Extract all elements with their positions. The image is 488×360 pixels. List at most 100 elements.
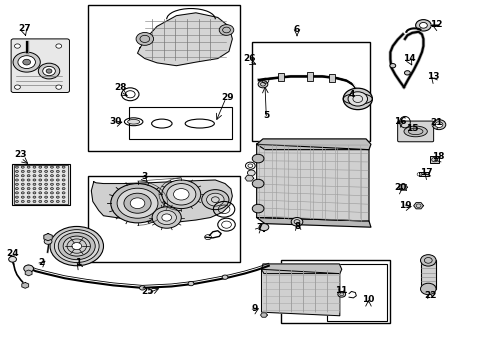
Text: 14: 14 [403, 54, 415, 63]
Circle shape [56, 85, 61, 89]
Circle shape [44, 170, 47, 172]
Circle shape [13, 52, 40, 72]
Circle shape [39, 175, 41, 177]
Circle shape [16, 175, 19, 177]
Circle shape [39, 183, 41, 185]
Circle shape [290, 217, 302, 226]
Circle shape [27, 175, 30, 177]
Text: 28: 28 [114, 83, 126, 92]
Polygon shape [256, 217, 370, 227]
Polygon shape [137, 13, 232, 66]
Circle shape [222, 275, 227, 279]
Polygon shape [25, 270, 32, 276]
Text: 11: 11 [335, 286, 347, 295]
Circle shape [44, 239, 52, 244]
Circle shape [56, 166, 59, 168]
Circle shape [62, 175, 65, 177]
Circle shape [39, 188, 41, 190]
Circle shape [16, 201, 19, 203]
Circle shape [247, 170, 255, 176]
Ellipse shape [127, 120, 140, 124]
Circle shape [431, 120, 445, 130]
Circle shape [337, 292, 345, 297]
Bar [12, 164, 70, 205]
Circle shape [21, 192, 24, 194]
Circle shape [21, 170, 24, 172]
Circle shape [343, 88, 372, 110]
Circle shape [24, 265, 33, 272]
Circle shape [136, 32, 153, 45]
Circle shape [62, 192, 65, 194]
Ellipse shape [403, 126, 427, 137]
Circle shape [117, 188, 158, 218]
Bar [88, 5, 239, 152]
Circle shape [21, 183, 24, 185]
Circle shape [56, 188, 59, 190]
Polygon shape [244, 175, 253, 181]
Text: 5: 5 [263, 111, 269, 120]
Circle shape [33, 192, 36, 194]
Circle shape [50, 188, 53, 190]
Text: 6: 6 [293, 26, 300, 35]
Circle shape [21, 188, 24, 190]
Circle shape [56, 44, 61, 48]
Circle shape [21, 179, 24, 181]
Circle shape [27, 188, 30, 190]
Circle shape [44, 192, 47, 194]
Circle shape [16, 192, 19, 194]
Circle shape [39, 192, 41, 194]
Circle shape [389, 64, 395, 68]
Circle shape [62, 166, 65, 168]
Circle shape [139, 286, 145, 290]
Text: 29: 29 [221, 93, 233, 102]
Polygon shape [260, 313, 267, 317]
Circle shape [50, 170, 53, 172]
Circle shape [33, 188, 36, 190]
Circle shape [58, 233, 95, 260]
Polygon shape [256, 144, 368, 221]
Text: 24: 24 [6, 249, 19, 258]
Text: 27: 27 [19, 24, 31, 33]
Circle shape [50, 179, 53, 181]
Circle shape [23, 59, 30, 65]
Circle shape [56, 179, 59, 181]
Circle shape [38, 63, 60, 79]
Circle shape [62, 201, 65, 203]
Circle shape [420, 283, 435, 295]
Circle shape [56, 170, 59, 172]
Circle shape [42, 66, 55, 76]
Circle shape [56, 196, 59, 198]
Text: 8: 8 [294, 222, 301, 231]
Bar [420, 260, 435, 289]
Text: 23: 23 [15, 150, 27, 159]
Circle shape [16, 196, 19, 198]
Bar [278, 73, 284, 81]
Circle shape [39, 166, 41, 168]
Bar [326, 264, 386, 321]
Circle shape [62, 179, 65, 181]
Circle shape [56, 192, 59, 194]
Circle shape [44, 183, 47, 185]
Polygon shape [22, 283, 28, 288]
Bar [306, 72, 312, 81]
Circle shape [21, 175, 24, 177]
Circle shape [16, 179, 19, 181]
Circle shape [62, 183, 65, 185]
Polygon shape [91, 180, 232, 222]
Circle shape [9, 256, 17, 262]
Bar [88, 176, 239, 262]
Circle shape [56, 201, 59, 203]
Circle shape [258, 81, 267, 88]
Circle shape [252, 154, 264, 163]
Circle shape [50, 183, 53, 185]
Text: 4: 4 [347, 90, 354, 99]
Text: 10: 10 [362, 295, 374, 304]
FancyBboxPatch shape [11, 39, 69, 93]
Text: 20: 20 [393, 183, 406, 192]
Bar [251, 42, 369, 141]
Circle shape [16, 166, 19, 168]
Circle shape [252, 179, 264, 188]
Circle shape [21, 201, 24, 203]
Text: 13: 13 [426, 72, 439, 81]
Circle shape [420, 255, 435, 266]
